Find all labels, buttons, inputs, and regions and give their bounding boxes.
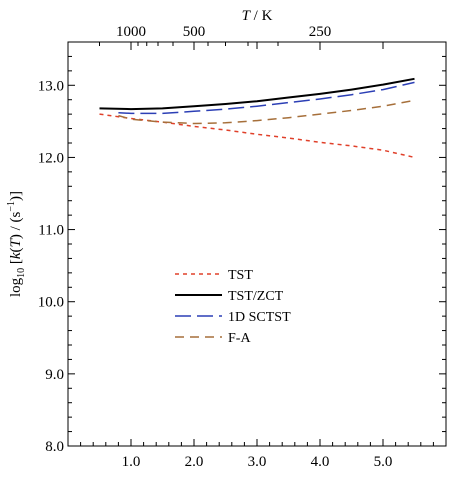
x-tick-label: 4.0 [311,454,330,470]
series-line-1d-sctst [118,81,415,115]
y-title-close: )] [8,191,24,201]
top-axis-title-symbol: T [242,8,252,24]
y-tick-label: 10.0 [38,295,64,311]
top-axis-title-unit: / K [250,8,273,24]
top-tick-label: 250 [309,24,332,40]
y-title-open: [ [8,259,24,268]
x-tick-label: 3.0 [248,454,267,470]
x-tick-label: 2.0 [185,454,204,470]
y-tick-label: 11.0 [38,223,64,239]
series-line-tst-zct [99,77,415,111]
y-title-k: k [8,252,24,259]
x-tick-label: 5.0 [374,454,393,470]
legend-label-tst: TST [228,268,253,283]
legend-label-1d-sctst: 1D SCTST [228,310,291,325]
y-tick-label: 12.0 [38,150,64,166]
y-title-sup: −1 [6,201,17,212]
y-title-unit: ) / (s [8,211,24,239]
top-tick-label: 500 [183,24,206,40]
y-axis-title: log10 [k(T) / (s−1)] [6,191,27,297]
legend-label-f-a: F-A [228,331,251,346]
y-title-sub: 10 [16,268,27,278]
plot-frame [67,41,447,447]
y-title-paren: ( [8,247,24,252]
series-line-f-a [118,99,415,125]
series-line-tst [99,113,415,159]
x-tick-label: 1.0 [122,454,141,470]
y-title-log: log [8,277,24,297]
y-tick-label: 13.0 [38,78,64,94]
y-title-T: T [8,237,24,247]
legend-label-tst-zct: TST/ZCT [228,289,284,304]
y-tick-label: 8.0 [45,439,64,455]
top-axis-title: T / K [242,8,273,24]
y-tick-label: 9.0 [45,367,64,383]
top-tick-label: 1000 [116,24,146,40]
